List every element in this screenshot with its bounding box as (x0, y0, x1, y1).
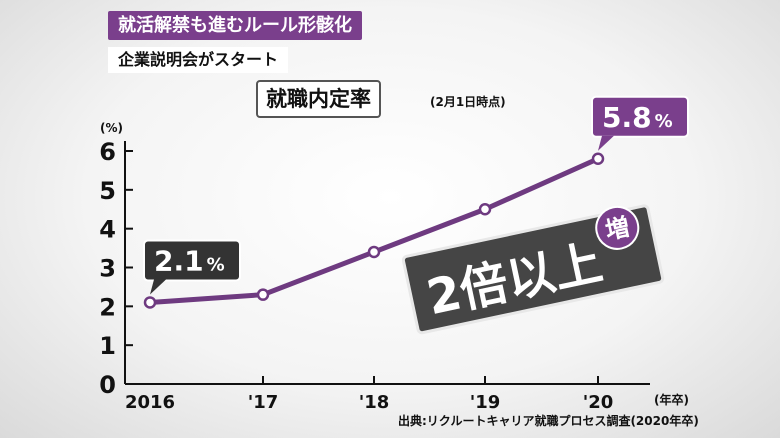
value-callout-label: 5.8% (602, 101, 673, 134)
x-tick-label: '18 (359, 392, 390, 413)
data-point (256, 288, 270, 301)
data-point (367, 245, 381, 259)
y-tick-label: 0 (99, 371, 116, 399)
value-callout-label: 2.1% (154, 244, 225, 277)
x-tick-label: '19 (470, 392, 501, 413)
x-axis-label: (年卒) (654, 392, 689, 407)
x-tick-label: 2016 (125, 392, 175, 413)
x-tick-label: '20 (583, 392, 614, 413)
y-axis-label: (%) (100, 121, 123, 135)
value-callout-box (143, 239, 241, 282)
data-point (143, 296, 157, 309)
y-tick-label: 1 (99, 332, 116, 360)
x-tick-label: '17 (248, 392, 279, 413)
data-point (591, 152, 605, 166)
chart-title: 就職内定率 (256, 80, 381, 118)
annotation-badge (595, 205, 640, 250)
subline-caption: 企業説明会がスタート (108, 47, 289, 73)
source-note: 出典:リクルートキャリア就職プロセス調査(2020年卒) (398, 414, 699, 428)
y-tick-label: 6 (99, 138, 116, 166)
y-tick-label: 2 (99, 293, 116, 321)
annotation-badge-label: 増 (603, 213, 632, 245)
value-callout-box (591, 95, 689, 138)
chart-subtitle: (2月1日時点) (430, 95, 506, 109)
data-point (478, 203, 492, 216)
y-tick-label: 3 (99, 255, 116, 283)
y-tick-label: 5 (99, 177, 116, 205)
value-callout-pointer (598, 135, 614, 151)
y-tick-label: 4 (99, 216, 116, 244)
value-callout-pointer (150, 279, 166, 295)
headline-caption: 就活解禁も進むルール形骸化 (108, 11, 362, 40)
